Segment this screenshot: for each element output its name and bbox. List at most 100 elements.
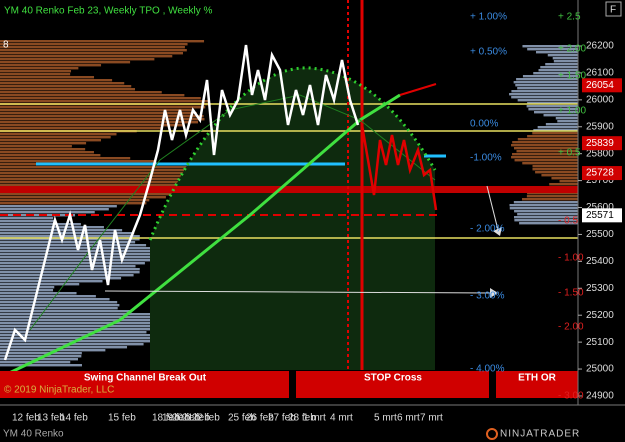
profile-bar [0,277,122,280]
profile-bar [513,201,578,204]
profile-bar [0,160,157,163]
price-label: 25700 [586,175,614,186]
profile-bar [0,235,140,238]
profile-bar [527,192,578,195]
price-label: 26100 [586,68,614,79]
date-label: 21 feb [182,413,210,424]
profile-bar [0,46,185,49]
profile-bar [549,183,578,186]
price-label: 25900 [586,121,614,132]
profile-bar [0,286,55,289]
profile-bar [0,196,166,199]
profile-bar [0,256,172,259]
profile-bar [514,147,578,150]
profile-bar [0,133,117,136]
profile-bar [559,180,578,183]
profile-bar [0,298,110,301]
profile-bar [0,331,147,334]
ma-line [399,83,437,96]
axis-percent-label: + 1.50 [558,71,587,82]
profile-bar [0,364,82,367]
profile-bar [526,195,578,198]
profile-bar [0,175,190,178]
profile-bar [0,301,118,304]
price-label: 26200 [586,41,614,52]
profile-bar [515,84,578,87]
price-label: 24900 [586,391,614,402]
profile-bar [0,76,95,79]
date-label: 6 mrt [397,413,420,424]
date-label: 20 feb [172,413,200,424]
percent-label: + 1.00% [470,12,507,23]
profile-bar [517,99,578,102]
profile-bar [512,141,578,144]
profile-bar [0,169,197,172]
profile-bar [0,64,102,67]
profile-bar [0,106,206,109]
profile-bar [516,78,578,81]
profile-bar [0,49,187,52]
profile-bar [551,177,578,180]
price-label: 25600 [586,202,614,213]
profile-bar [0,334,155,337]
price-line [3,44,360,361]
button[interactable] [605,1,622,17]
profile-bar [0,214,76,217]
profile-bar [532,132,578,135]
profile-bar [0,253,175,256]
percent-label: -1.00% [470,153,502,164]
profile-bar [511,96,578,99]
profile-bar [535,51,578,54]
profile-bar [0,250,172,253]
price-tag [582,78,622,93]
percent-label: 0.00% [470,119,498,130]
profile-bar [516,150,578,153]
profile-bar [527,48,578,51]
profile-bar [532,168,578,171]
profile-bar [509,207,578,210]
profile-bar [0,82,125,85]
profile-bar [535,171,578,174]
profile-bar [0,178,198,181]
chart-title: YM 40 Renko Feb 23, Weekly TPO , Weekly … [4,6,213,17]
profile-bar [522,75,578,78]
profile-bar [0,268,140,271]
date-label: 27 feb [268,413,296,424]
profile-bar [527,102,578,105]
profile-bar [0,193,189,196]
trend-line [4,93,401,377]
profile-bar [0,211,95,214]
price-tag [582,166,622,181]
price-line [360,124,438,211]
profile-bar [509,93,578,96]
profile-bar [517,87,578,90]
banner [296,371,489,398]
profile-bar [0,58,155,61]
arrow [104,290,491,294]
profile-bar [0,94,185,97]
date-label: 14 feb [60,413,88,424]
profile-bar [514,219,578,222]
profile-bar [0,322,172,325]
price-label: 25400 [586,256,614,267]
profile-bar [0,223,81,226]
profile-bar [0,259,161,262]
profile-bar [552,57,578,60]
arrow-head [493,227,502,236]
profile-bar [0,184,216,187]
profile-bar [0,352,82,355]
profile-bar [526,105,578,108]
button-label[interactable]: F [610,5,616,16]
profile-bar [514,159,578,162]
profile-bar [0,67,79,70]
profile-bar [0,112,197,115]
profile-bar [0,244,147,247]
profile-bar [0,136,111,139]
profile-bar [543,114,578,117]
profile-bar [0,217,54,220]
percent-label: - 3.00% [470,291,505,302]
profile-bar [545,63,578,66]
profile-bar [0,100,210,103]
profile-bar [0,127,163,130]
